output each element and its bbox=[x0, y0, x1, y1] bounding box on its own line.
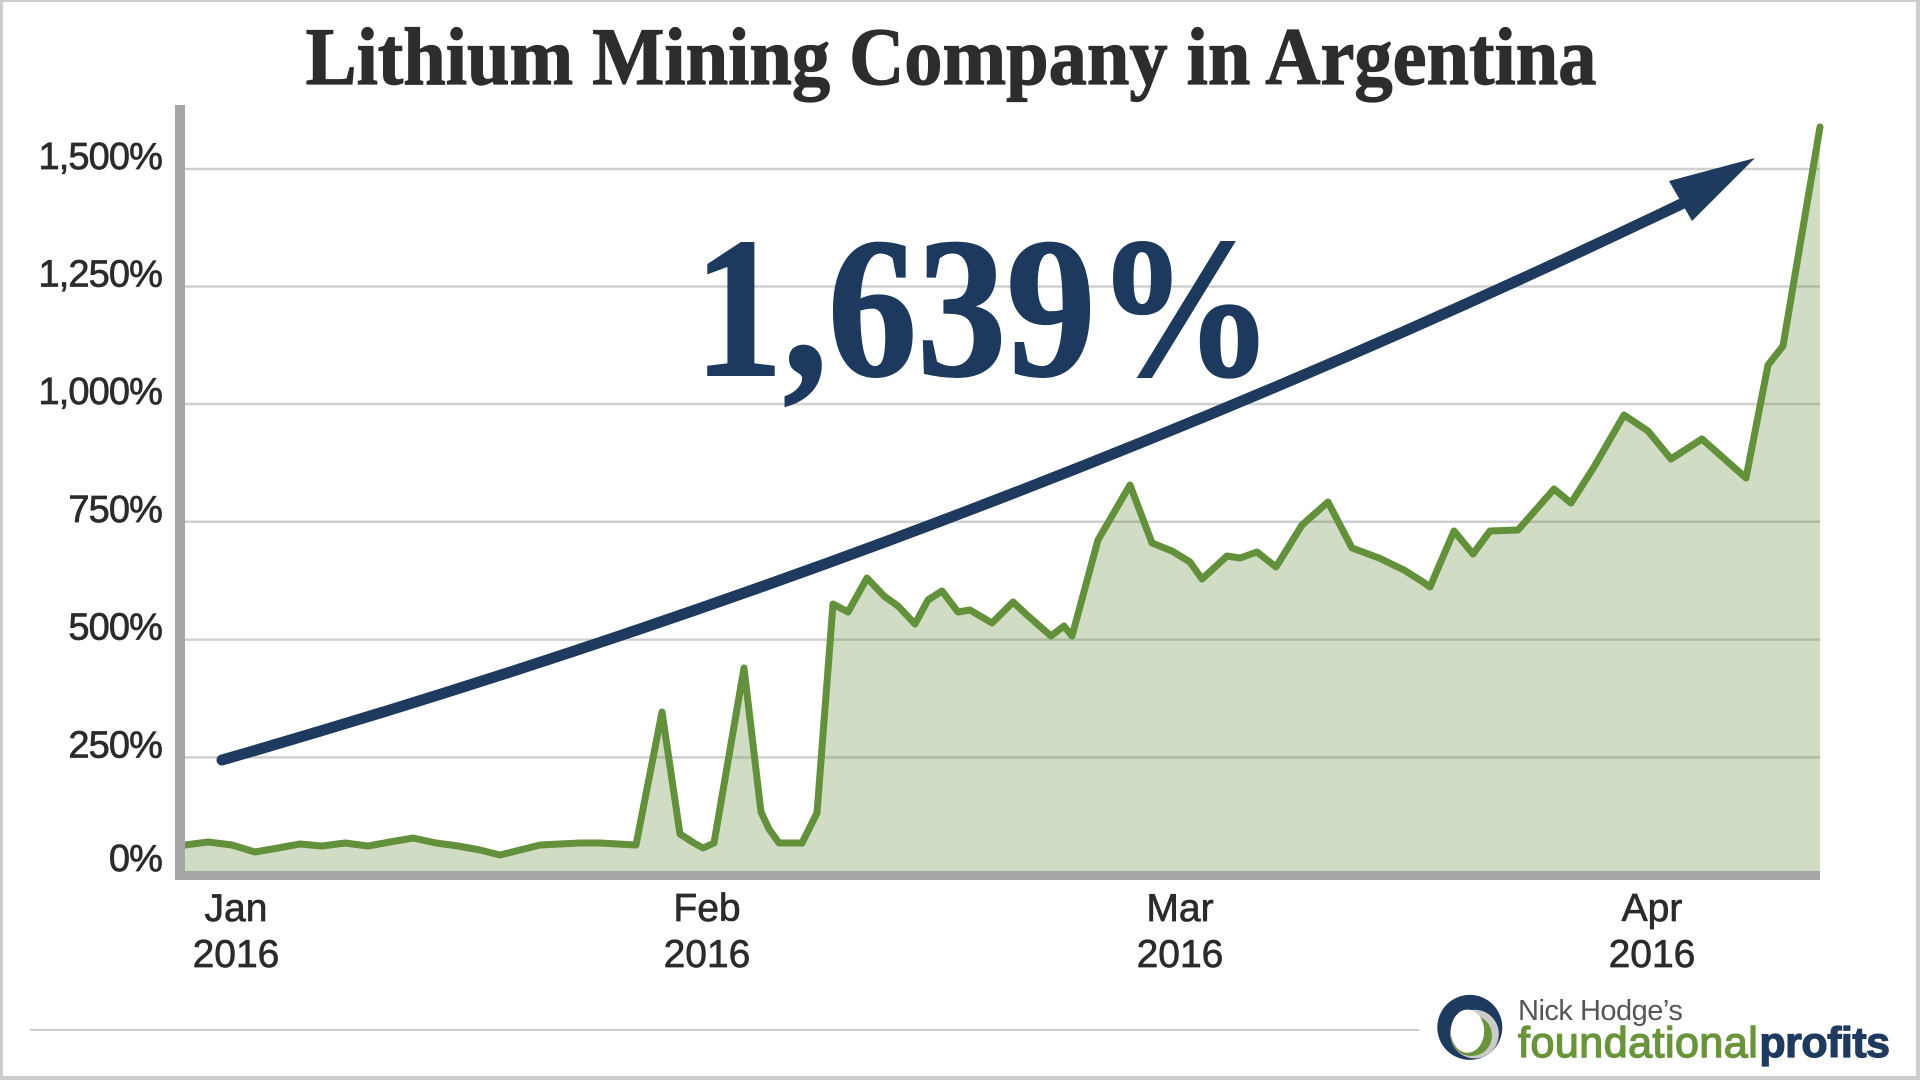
svg-text:Feb: Feb bbox=[673, 887, 740, 930]
svg-text:Nick Hodge’s: Nick Hodge’s bbox=[1518, 995, 1682, 1027]
svg-text:750%: 750% bbox=[68, 489, 162, 531]
svg-text:2016: 2016 bbox=[1137, 933, 1224, 976]
svg-text:2016: 2016 bbox=[193, 933, 280, 976]
svg-text:Mar: Mar bbox=[1146, 887, 1213, 930]
svg-text:0%: 0% bbox=[109, 838, 162, 880]
svg-text:foundationalprofits: foundationalprofits bbox=[1518, 1019, 1890, 1067]
svg-text:1,639%: 1,639% bbox=[694, 198, 1274, 420]
svg-text:1,250%: 1,250% bbox=[39, 254, 163, 296]
svg-text:Lithium Mining Company in Arge: Lithium Mining Company in Argentina bbox=[306, 12, 1597, 103]
svg-text:1,000%: 1,000% bbox=[39, 371, 163, 413]
svg-text:500%: 500% bbox=[68, 607, 162, 649]
svg-text:2016: 2016 bbox=[664, 933, 751, 976]
svg-text:2016: 2016 bbox=[1609, 933, 1696, 976]
svg-text:250%: 250% bbox=[68, 724, 162, 766]
svg-text:1,500%: 1,500% bbox=[39, 136, 163, 178]
svg-text:Jan: Jan bbox=[205, 887, 268, 930]
svg-text:Apr: Apr bbox=[1622, 887, 1683, 930]
